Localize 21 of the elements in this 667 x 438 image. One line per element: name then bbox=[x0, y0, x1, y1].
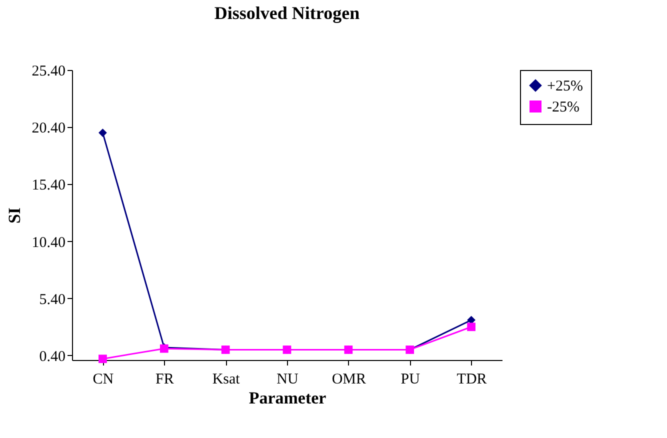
point bbox=[98, 354, 107, 364]
x-tick-label: NU bbox=[276, 372, 298, 388]
x-tick-label: CN bbox=[92, 372, 114, 388]
x-tick-label: OMR bbox=[332, 372, 366, 388]
x-tick-label: PU bbox=[400, 372, 420, 388]
y-tick-label: 10.40 bbox=[32, 234, 66, 251]
y-tick-label: 25.40 bbox=[32, 64, 66, 80]
point bbox=[98, 128, 107, 137]
x-tick-label: Ksat bbox=[212, 372, 241, 388]
y-tick-label: 0.40 bbox=[39, 348, 66, 365]
y-tick-label: 20.40 bbox=[32, 120, 66, 137]
x-axis-title: Parameter bbox=[248, 388, 327, 408]
x-tick-label: TDR bbox=[456, 372, 487, 388]
legend-label: -25% bbox=[547, 100, 580, 116]
x-tick-label: FR bbox=[155, 372, 174, 388]
y-tick-label: 5.40 bbox=[39, 292, 66, 308]
y-axis-title: SI bbox=[4, 207, 24, 224]
chart-title: Dissolved Nitrogen bbox=[214, 3, 360, 23]
point bbox=[467, 322, 476, 332]
legend-label: +25% bbox=[547, 78, 583, 94]
y-tick-label: 15.40 bbox=[32, 178, 66, 194]
